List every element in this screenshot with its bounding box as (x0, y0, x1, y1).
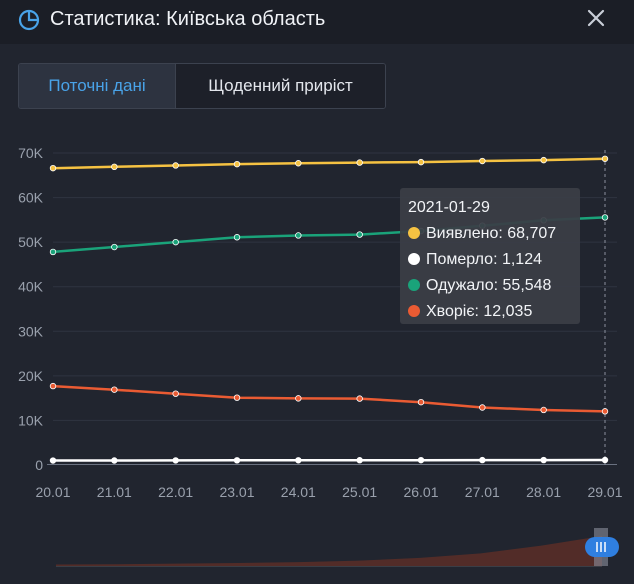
data-point[interactable] (295, 395, 302, 402)
data-point[interactable] (295, 457, 302, 464)
series-line (52, 157, 606, 170)
data-point[interactable] (356, 159, 363, 166)
data-point[interactable] (233, 160, 241, 168)
tooltip-legend-dot (408, 279, 420, 291)
data-point[interactable] (233, 234, 241, 241)
x-tick-label: 23.01 (219, 484, 254, 500)
tooltip-row: Виявлено: 68,707 (426, 225, 556, 242)
x-tick-label: 27.01 (465, 484, 500, 500)
data-point[interactable] (540, 156, 547, 164)
range-handle-icon[interactable] (585, 537, 619, 557)
tab-daily-growth[interactable]: Щоденний приріст (176, 64, 385, 108)
tooltip-row: Померло: 1,124 (426, 251, 542, 268)
series-line (53, 458, 606, 462)
data-point[interactable] (417, 398, 425, 406)
x-tick-label: 24.01 (281, 484, 316, 500)
tooltip-legend-dot (408, 305, 420, 317)
data-point[interactable] (479, 456, 486, 464)
data-point[interactable] (233, 457, 241, 464)
data-point[interactable] (479, 157, 486, 165)
y-tick-label: 0 (35, 457, 43, 473)
close-icon[interactable] (584, 6, 608, 30)
data-point[interactable] (356, 231, 363, 238)
y-tick-label: 70K (18, 145, 44, 161)
data-point[interactable] (172, 238, 179, 246)
data-point[interactable] (601, 155, 609, 162)
data-point[interactable] (111, 163, 118, 171)
overview-area (56, 536, 602, 566)
data-point[interactable] (295, 232, 302, 239)
tooltip-legend-dot (408, 227, 420, 239)
tab-bar: Поточні дані Щоденний приріст (18, 63, 386, 109)
y-tick-label: 10K (18, 412, 44, 428)
data-point[interactable] (479, 404, 486, 411)
x-tick-label: 25.01 (342, 484, 377, 500)
data-point[interactable] (601, 456, 609, 464)
data-point[interactable] (417, 456, 425, 464)
data-point[interactable] (295, 160, 302, 167)
data-point[interactable] (540, 406, 547, 414)
series-line (52, 384, 606, 413)
data-point[interactable] (111, 457, 118, 464)
data-point[interactable] (356, 395, 363, 402)
tab-current-data[interactable]: Поточні дані (19, 64, 176, 108)
data-point[interactable] (172, 390, 179, 397)
y-tick-label: 50K (18, 234, 44, 250)
x-tick-label: 20.01 (35, 484, 70, 500)
data-point[interactable] (540, 456, 547, 464)
data-point[interactable] (111, 386, 118, 393)
pie-chart-icon (18, 9, 40, 31)
tooltip-row: Одужало: 55,548 (426, 277, 552, 294)
data-point[interactable] (417, 158, 425, 166)
y-tick-label: 20K (18, 368, 44, 384)
data-point[interactable] (356, 457, 363, 464)
data-point[interactable] (49, 382, 57, 390)
data-point[interactable] (172, 457, 179, 464)
y-tick-label: 30K (18, 323, 44, 339)
tooltip-date: 2021-01-29 (408, 199, 490, 216)
page-title: Статистика: Київська область (50, 8, 326, 30)
x-tick-label: 29.01 (587, 484, 622, 500)
data-point[interactable] (49, 248, 57, 256)
data-point[interactable] (172, 162, 179, 169)
x-tick-label: 21.01 (97, 484, 132, 500)
data-point[interactable] (601, 214, 609, 221)
data-point[interactable] (49, 164, 57, 172)
data-point[interactable] (49, 457, 57, 464)
data-point[interactable] (601, 408, 609, 415)
tooltip-row: Хворіє: 12,035 (426, 303, 532, 320)
x-tick-label: 22.01 (158, 484, 193, 500)
data-point[interactable] (111, 243, 118, 251)
y-tick-label: 40K (18, 279, 44, 295)
overview-baseline (56, 566, 602, 567)
y-tick-label: 60K (18, 190, 44, 206)
tooltip (400, 188, 580, 324)
x-tick-label: 28.01 (526, 484, 561, 500)
data-point[interactable] (233, 394, 241, 401)
x-tick-label: 26.01 (403, 484, 438, 500)
header: Статистика: Київська область (0, 0, 634, 44)
tooltip-legend-dot (408, 253, 420, 265)
